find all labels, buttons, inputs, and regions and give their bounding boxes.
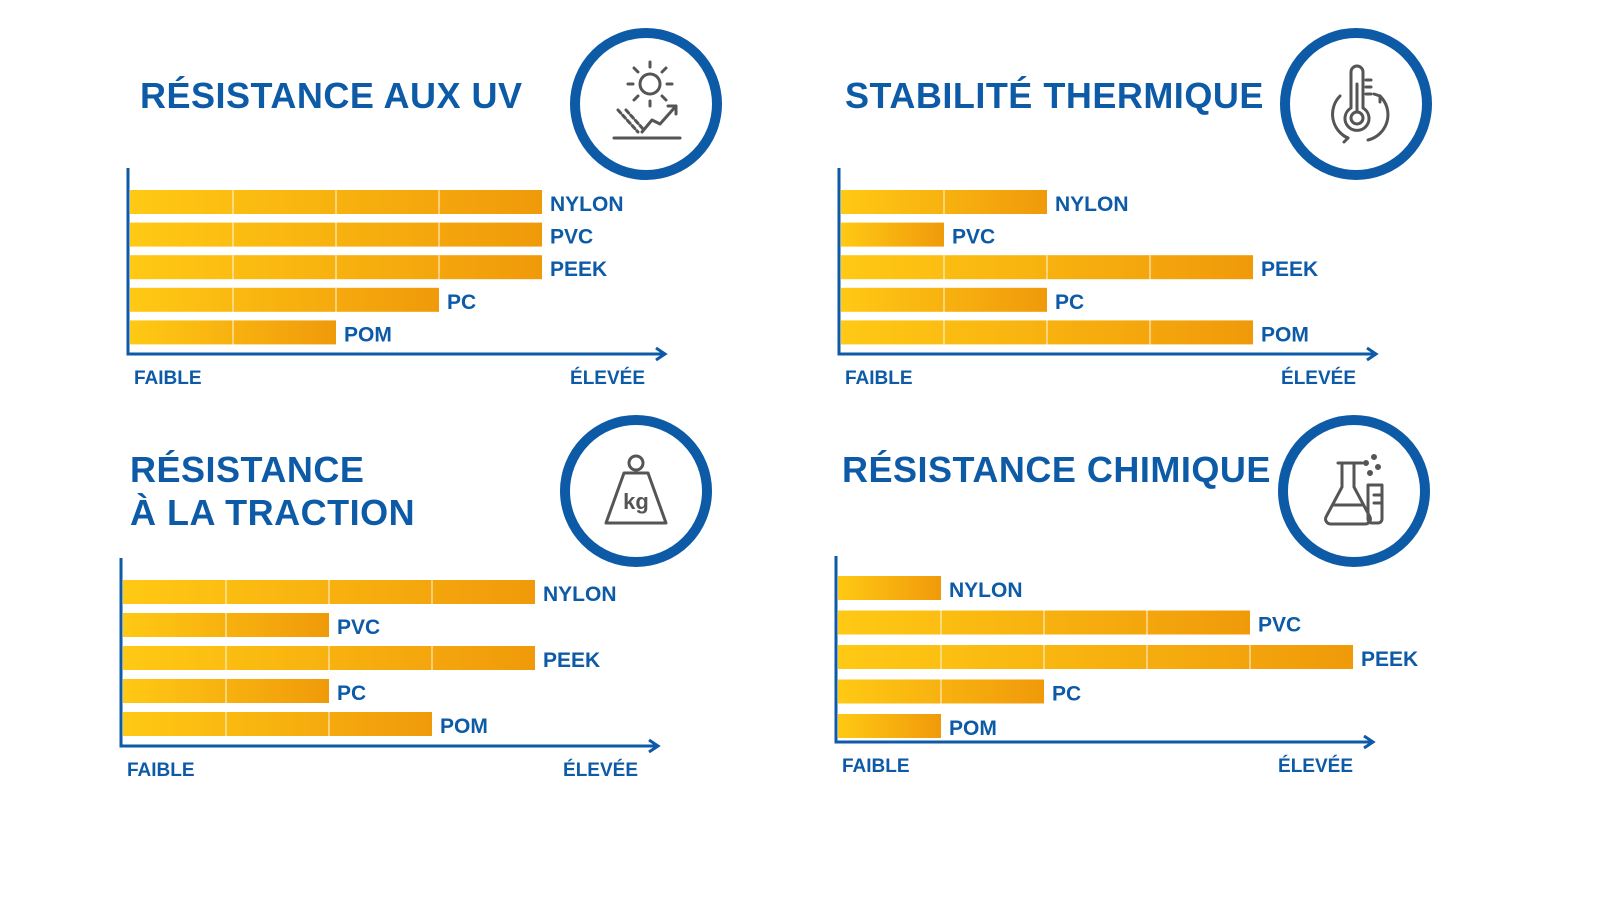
bar-label: PVC (550, 226, 593, 249)
chart-title: STABILITÉ THERMIQUE (845, 74, 1264, 117)
bar-pc: PC (123, 679, 366, 705)
axis-start-label: FAIBLE (842, 756, 910, 777)
bar-pc: PC (130, 287, 476, 314)
bar-label: PVC (952, 226, 995, 249)
bar-label: PEEK (550, 258, 607, 281)
bar (838, 645, 1353, 669)
bar-label: NYLON (1055, 193, 1129, 216)
bar-pc: PC (841, 287, 1084, 314)
bar-label: PEEK (1261, 258, 1318, 281)
x-axis-arrow-icon (655, 346, 668, 362)
chart-panel-uv: RÉSISTANCE AUX UV NYLON PVC PEEK PC POM FAIBL… (126, 20, 870, 420)
bar-label: NYLON (550, 193, 624, 216)
bar (123, 712, 432, 736)
chart-title-line: RÉSISTANCE CHIMIQUE (842, 449, 1271, 490)
chart-title-line: À LA TRACTION (130, 492, 416, 533)
x-axis-arrow-icon (1366, 346, 1379, 362)
sun-rays-icon (570, 28, 722, 180)
x-axis-arrow-icon (1363, 734, 1376, 750)
axis-end-label: ÉLEVÉE (570, 367, 645, 389)
chart-panel-thermal: STABILITÉ THERMIQUE NYLON PVC PEEK PC POM FAI… (835, 20, 1575, 420)
bar-label: PEEK (1361, 648, 1418, 671)
bar-label: NYLON (543, 583, 617, 606)
axis-start-label: FAIBLE (127, 760, 195, 781)
flask-icon (1278, 415, 1430, 567)
bar-nylon: NYLON (838, 576, 1023, 602)
bar-label: PVC (337, 616, 380, 639)
bar-label: PC (337, 682, 366, 705)
bar-pvc: PVC (838, 610, 1301, 637)
x-axis-arrow-icon (648, 738, 661, 754)
bar-label: PC (1055, 291, 1084, 314)
bar-pc: PC (838, 679, 1081, 706)
bar-label: POM (440, 715, 488, 738)
bar-label: NYLON (949, 579, 1023, 602)
chart-title-line: STABILITÉ THERMIQUE (845, 75, 1264, 116)
bar-peek: PEEK (123, 646, 600, 672)
chart-panel-traction: RÉSISTANCE À LA TRACTION kg NYLON PVC PEEK P… (119, 410, 860, 810)
axis-end-label: ÉLEVÉE (1281, 367, 1356, 389)
bar-pom: POM (130, 320, 392, 346)
bar (838, 714, 941, 738)
axis-end-label: ÉLEVÉE (1278, 755, 1353, 777)
bar-label: PEEK (543, 649, 600, 672)
bar-label: POM (949, 717, 997, 740)
axis-end-label: ÉLEVÉE (563, 759, 638, 781)
axis-start-label: FAIBLE (134, 368, 202, 389)
bar-chart: NYLON PVC PEEK PC POM FAIBLE ÉLEVÉE (119, 558, 661, 781)
bar-nylon: NYLON (841, 190, 1129, 216)
thermometer-icon (1280, 28, 1432, 180)
bar-label: PC (1052, 683, 1081, 706)
bar-chart: NYLON PVC PEEK PC POM FAIBLE ÉLEVÉE (837, 168, 1379, 389)
bar-chart: NYLON PVC PEEK PC POM FAIBLE ÉLEVÉE (126, 168, 668, 389)
bar-nylon: NYLON (130, 190, 624, 216)
bar-label: PC (447, 291, 476, 314)
bar (841, 222, 944, 247)
axis-start-label: FAIBLE (845, 368, 913, 389)
bar-chart: NYLON PVC PEEK PC POM FAIBLE ÉLEVÉE (834, 556, 1418, 777)
chart-title-line: RÉSISTANCE (130, 449, 365, 490)
bar-label: POM (1261, 323, 1309, 346)
bar-pvc: PVC (123, 613, 380, 639)
bar-label: PVC (1258, 614, 1301, 637)
chart-title: RÉSISTANCE AUX UV (140, 74, 523, 117)
bar (838, 576, 941, 600)
bar-pom: POM (838, 714, 997, 740)
chart-title: RÉSISTANCE À LA TRACTION (130, 448, 415, 534)
chart-title: RÉSISTANCE CHIMIQUE (842, 448, 1271, 491)
bar-pom: POM (841, 320, 1309, 346)
bar-peek: PEEK (838, 645, 1418, 671)
bar-nylon: NYLON (123, 580, 617, 606)
chart-panel-chemical: RÉSISTANCE CHIMIQUE NYLON PVC PEEK PC POM FAI… (832, 410, 1572, 810)
bar-pvc: PVC (841, 222, 995, 249)
chart-title-line: RÉSISTANCE AUX UV (140, 75, 523, 116)
bar-label: POM (344, 323, 392, 346)
bar-pom: POM (123, 712, 488, 738)
bar-peek: PEEK (130, 255, 607, 281)
weight-kg-icon: kg (560, 415, 712, 567)
bar (130, 287, 439, 312)
bar-pvc: PVC (130, 222, 593, 249)
kg-label: kg (623, 489, 649, 514)
bar-peek: PEEK (841, 255, 1318, 281)
